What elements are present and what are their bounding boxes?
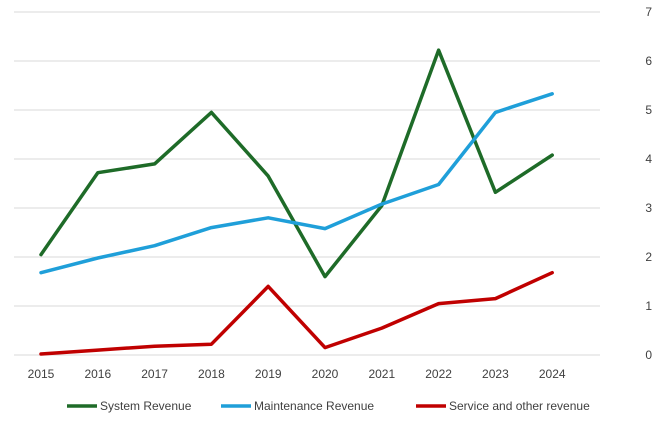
- x-tick-label: 2016: [84, 367, 111, 381]
- y-tick-label: 2: [645, 250, 652, 264]
- y-tick-label: 0: [645, 348, 652, 362]
- y-tick-label: 5: [645, 103, 652, 117]
- y-tick-label: 7: [645, 5, 652, 19]
- legend: System Revenue Maintenance Revenue Service…: [67, 399, 590, 413]
- series-line-0: [39, 48, 554, 279]
- gridlines: [14, 11, 600, 356]
- x-tick-label: 2018: [198, 367, 225, 381]
- x-tick-label: 2024: [539, 367, 566, 381]
- x-tick-label: 2015: [28, 367, 55, 381]
- y-tick-label: 4: [645, 152, 652, 166]
- x-tick-label: 2022: [425, 367, 452, 381]
- series-lines: [39, 48, 554, 356]
- x-tick-label: 2019: [255, 367, 282, 381]
- y-axis-tick-labels: 0 1 2 3 4 5 6 7: [645, 5, 652, 362]
- legend-label: Service and other revenue: [449, 399, 590, 413]
- x-axis-tick-labels: 2015 2016 2017 2018 2019 2020 2021 2022 2023 2024: [28, 367, 566, 381]
- legend-label: Maintenance Revenue: [254, 399, 374, 413]
- legend-label: System Revenue: [100, 399, 192, 413]
- x-tick-label: 2017: [141, 367, 168, 381]
- y-tick-label: 6: [645, 54, 652, 68]
- series-line-2: [39, 270, 554, 356]
- x-tick-label: 2020: [312, 367, 339, 381]
- x-tick-label: 2023: [482, 367, 509, 381]
- series-line-1: [39, 92, 554, 275]
- y-tick-label: 3: [645, 201, 652, 215]
- x-tick-label: 2021: [368, 367, 395, 381]
- y-tick-label: 1: [645, 299, 652, 313]
